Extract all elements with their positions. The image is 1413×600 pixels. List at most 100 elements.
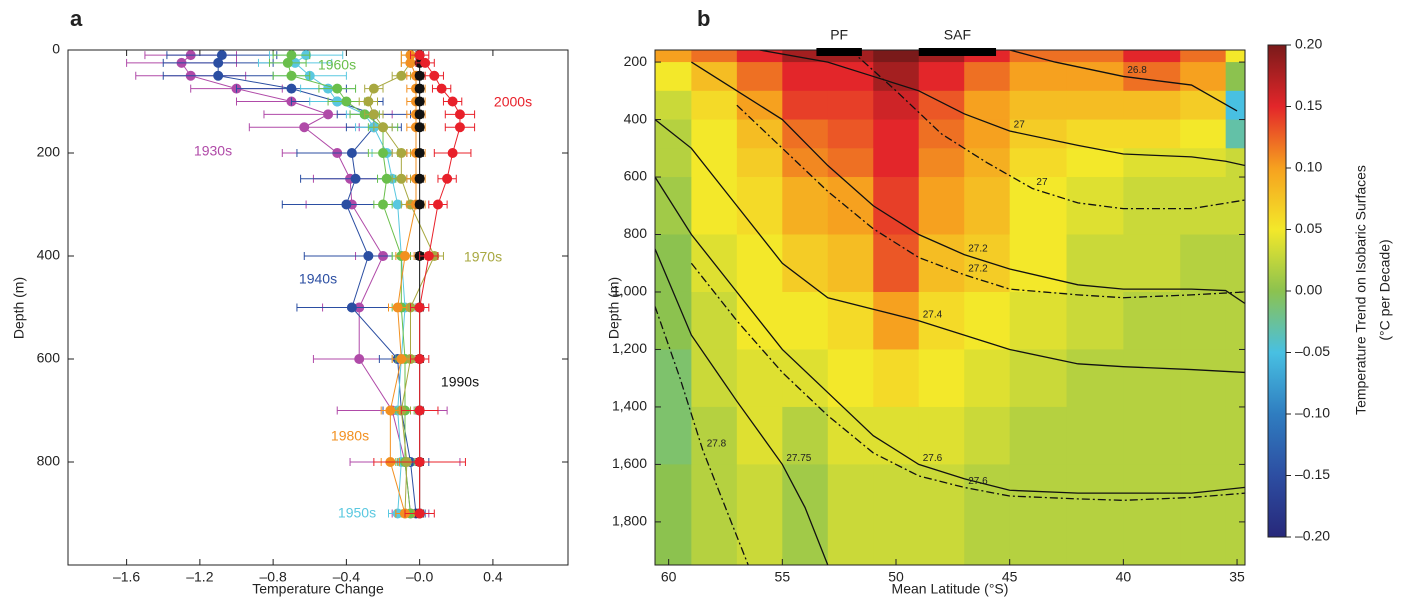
- data-point: [392, 302, 403, 313]
- heatmap-cell: [655, 464, 692, 565]
- contour-label: 27: [1014, 120, 1026, 131]
- series-label: 1940s: [299, 271, 337, 287]
- x-tick-label: 60: [661, 569, 677, 585]
- heatmap-cell: [691, 349, 738, 408]
- heatmap-cell: [1009, 62, 1068, 92]
- heatmap-cell: [827, 234, 874, 293]
- heatmap-cell: [1123, 291, 1181, 350]
- series-label: 1990s: [441, 374, 479, 390]
- heatmap-cell: [1180, 119, 1227, 149]
- data-point: [286, 83, 297, 94]
- data-point: [414, 457, 425, 467]
- data-point: [454, 109, 465, 120]
- data-point: [454, 122, 465, 133]
- heatmap-cell: [691, 406, 738, 465]
- y-tick-label: 400: [624, 110, 648, 126]
- heatmap-cell: [1225, 90, 1245, 121]
- data-point: [414, 96, 425, 107]
- series-line: [389, 55, 417, 514]
- data-point: [436, 83, 447, 94]
- heatmap-cell: [873, 50, 920, 63]
- heatmap-cell: [1009, 148, 1068, 178]
- x-tick-label: –0.0: [406, 569, 433, 585]
- heatmap-cell: [873, 349, 920, 408]
- data-point: [346, 148, 357, 158]
- y-tick-label: 1,400: [612, 398, 647, 414]
- data-point: [378, 148, 389, 158]
- heatmap-cell: [1123, 148, 1181, 178]
- front-bar: [816, 48, 862, 56]
- heatmap-cell: [918, 464, 965, 565]
- heatmap-cell: [1066, 234, 1124, 293]
- contour-line: [691, 61, 1245, 305]
- data-point: [396, 148, 407, 158]
- x-tick-label: 45: [1002, 569, 1018, 585]
- heatmap-cell: [1066, 177, 1124, 236]
- colorbar-tick-label: 0.00: [1295, 282, 1322, 298]
- heatmap-cell: [736, 177, 783, 236]
- heatmap-cell: [1123, 234, 1181, 293]
- x-axis-label: Temperature Change: [252, 581, 384, 597]
- data-point: [405, 57, 416, 68]
- heatmap-cell: [691, 90, 738, 121]
- heatmap-cell: [655, 148, 692, 178]
- series-label: 1960s: [318, 57, 356, 73]
- heatmap-cell: [782, 234, 829, 293]
- series-line: [367, 55, 435, 514]
- heatmap-cell: [1066, 148, 1124, 178]
- heatmap-cell: [873, 177, 920, 236]
- y-tick-label: 200: [624, 53, 648, 69]
- heatmap-cell: [1009, 349, 1068, 408]
- heatmap-cell: [655, 50, 692, 63]
- y-tick-label: 1,000: [612, 283, 647, 299]
- x-tick-label: 40: [1116, 569, 1132, 585]
- data-point: [299, 122, 310, 133]
- heatmap-cell: [918, 291, 965, 350]
- heatmap-cell: [1225, 464, 1245, 565]
- data-point: [414, 302, 425, 313]
- heatmap-cell: [1123, 464, 1181, 565]
- heatmap-cell: [782, 90, 829, 121]
- contour-line: [655, 176, 1245, 494]
- contour-label: 27.8: [707, 439, 727, 450]
- data-point: [385, 405, 396, 416]
- heatmap-cell: [873, 148, 920, 178]
- colorbar-tick-label: 0.15: [1295, 97, 1322, 113]
- heatmap-cell: [1066, 406, 1124, 465]
- heatmap-cell: [918, 234, 965, 293]
- contour-label: 27: [1036, 177, 1048, 188]
- contour-line: [690, 262, 1245, 501]
- colorbar-tick-label: –0.15: [1295, 466, 1330, 482]
- heatmap-cell: [1180, 148, 1227, 178]
- data-point: [396, 70, 407, 81]
- colorbar-tick-label: –0.10: [1295, 405, 1330, 421]
- heatmap-cell: [782, 177, 829, 236]
- heatmap-cell: [827, 406, 874, 465]
- y-tick-label: 800: [624, 225, 648, 241]
- x-tick-label: –0.8: [260, 569, 287, 585]
- contour-label: 27.2: [968, 263, 988, 274]
- front-bar: [918, 48, 997, 56]
- heatmap-cell: [1123, 62, 1181, 92]
- heatmap-cell: [1225, 406, 1245, 465]
- contour-label: 27.6: [923, 453, 943, 464]
- data-point: [420, 57, 431, 68]
- data-point: [346, 302, 357, 313]
- panel-letter: b: [697, 6, 710, 31]
- series-line: [294, 54, 406, 514]
- heatmap-cell: [736, 148, 783, 178]
- heatmap-cell: [691, 148, 738, 178]
- heatmap-cell: [782, 349, 829, 408]
- x-tick-label: 35: [1229, 569, 1245, 585]
- panel-letter: a: [70, 6, 83, 31]
- heatmap-cell: [964, 349, 1011, 408]
- heatmap-cell: [918, 177, 965, 236]
- heatmap-cell: [827, 62, 874, 92]
- heatmap-cell: [691, 177, 738, 236]
- series-line: [287, 54, 411, 514]
- panel-b: 60 55 50 45 40 35 200 400 600 800 1,000 1,200 1,400 1…: [612, 27, 1330, 585]
- colorbar-tick-label: –0.05: [1295, 343, 1330, 359]
- data-point: [442, 173, 453, 184]
- colorbar-tick-label: 0.05: [1295, 220, 1322, 236]
- heatmap-cell: [918, 148, 965, 178]
